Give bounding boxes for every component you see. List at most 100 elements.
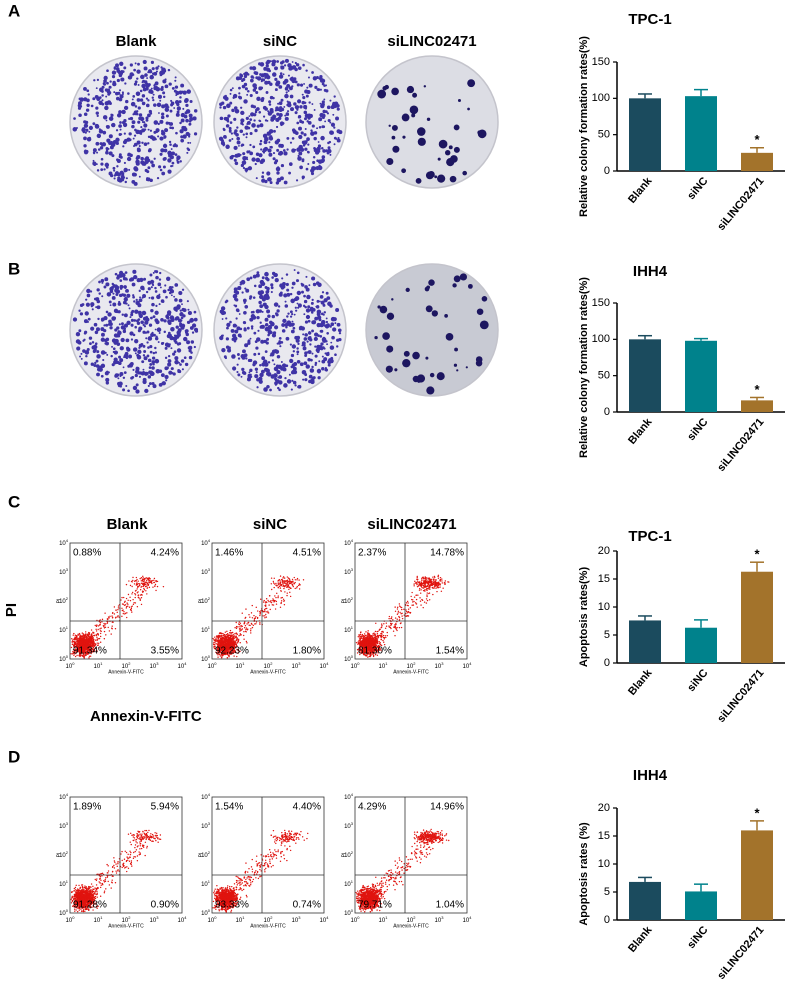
event-dot (148, 580, 149, 581)
colony-dot (238, 357, 240, 359)
event-dot (281, 600, 282, 601)
colony-dot (410, 106, 419, 115)
colony-dot (173, 372, 176, 375)
colony-dot (308, 284, 310, 286)
tick-exponent: 1 (208, 625, 211, 630)
colony-dot (101, 319, 103, 321)
colony-dot (186, 152, 188, 154)
colony-dot (162, 79, 166, 83)
colony-dot (151, 88, 153, 90)
event-dot (220, 635, 221, 636)
colony-dot (285, 301, 287, 303)
event-dot (265, 611, 266, 612)
colony-dot (280, 124, 282, 126)
event-dot (240, 642, 241, 643)
colony-dot (150, 90, 154, 94)
event-dot (356, 642, 357, 643)
colony-dot (167, 334, 171, 338)
colony-dot (296, 279, 299, 282)
colony-dot (283, 293, 287, 297)
colony-dot (248, 339, 251, 342)
event-dot (241, 629, 242, 630)
colony-dot (83, 136, 87, 140)
colony-dot (132, 95, 135, 98)
event-dot (153, 580, 154, 581)
colony-dot (138, 117, 142, 121)
colony-dot (146, 77, 148, 79)
colony-dot (226, 327, 229, 330)
event-dot (78, 641, 79, 642)
colony-dot (94, 362, 96, 364)
colony-dot (125, 302, 127, 304)
colony-dot (402, 359, 410, 367)
colony-dot (183, 91, 186, 94)
colony-dot (329, 122, 331, 124)
colony-dot (128, 75, 132, 79)
event-dot (288, 581, 289, 582)
colony-dot (131, 310, 134, 313)
event-dot (283, 576, 284, 577)
colony-dot (151, 382, 154, 385)
colony-dot (156, 295, 160, 299)
event-dot (91, 634, 92, 635)
event-dot (358, 636, 359, 637)
colony-dot (382, 332, 390, 340)
colony-dot (259, 143, 262, 146)
colony-dot (247, 327, 250, 330)
colony-dot (260, 62, 265, 67)
colony-dot (236, 371, 238, 373)
x-tick-label: 102 (264, 661, 274, 670)
colony-dot (272, 315, 275, 318)
colony-dot (95, 124, 99, 128)
colony-dot (136, 91, 141, 96)
event-dot (223, 641, 224, 642)
colony-dot (338, 328, 342, 332)
event-dot (240, 629, 241, 630)
colony-dot (118, 356, 121, 359)
colony-dot (164, 128, 168, 132)
colony-dot (221, 102, 224, 105)
colony-dot (130, 313, 133, 316)
colony-dot (293, 350, 295, 352)
colony-dot (256, 316, 259, 319)
colony-dot (176, 325, 179, 328)
colony-dot (274, 161, 277, 164)
event-dot (291, 581, 292, 582)
colony-dot (220, 117, 224, 121)
colony-dot (171, 367, 174, 370)
colony-dot (126, 321, 130, 325)
colony-dot (285, 304, 289, 308)
colony-dot (276, 149, 279, 152)
colony-dot (263, 67, 267, 71)
colony-dot (181, 359, 185, 363)
colony-dot (95, 107, 98, 110)
colony-dot (141, 360, 144, 363)
colony-dot (387, 313, 394, 320)
colony-dot (305, 69, 307, 71)
event-dot (231, 639, 232, 640)
colony-dot (123, 168, 127, 172)
colony-dot (152, 356, 155, 359)
event-dot (237, 642, 238, 643)
colony-dot (137, 141, 141, 145)
colony-dot (180, 320, 182, 322)
colony-dot (265, 119, 267, 121)
colony-dot (240, 154, 242, 156)
colony-dot (249, 360, 251, 362)
colony-dot (145, 337, 147, 339)
colony-dot (91, 345, 95, 349)
event-dot (265, 614, 266, 615)
colony-dot (93, 163, 96, 166)
colony-dot (100, 168, 103, 171)
colony-dot (101, 295, 103, 297)
event-dot (365, 631, 366, 632)
colony-dot (317, 310, 322, 315)
colony-dot (267, 110, 269, 112)
colony-dot (236, 126, 238, 128)
colony-dot (89, 126, 93, 130)
event-dot (154, 578, 155, 579)
colony-dot (153, 94, 155, 96)
colony-dot (299, 105, 302, 108)
event-dot (280, 590, 281, 591)
colony-dot (163, 319, 166, 322)
